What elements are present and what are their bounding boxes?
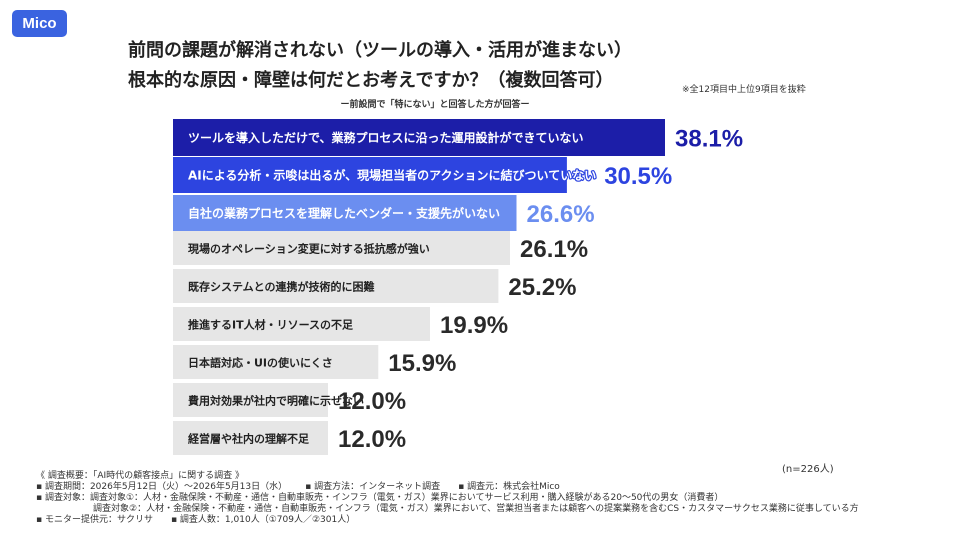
bar-label-6: 推進するIT人材・リソースの不足 xyxy=(188,318,354,332)
bar-2 xyxy=(173,157,567,193)
bar-4 xyxy=(173,231,510,265)
bar-3 xyxy=(173,195,517,231)
footer-survey-title: 《 調査概要：「AI時代の顧客接点」に関する調査 》 xyxy=(36,471,245,481)
value-label-7: 15.9% xyxy=(388,350,456,377)
value-label-8: 12.0% xyxy=(338,388,406,415)
footer-method: ▪ 調査方法：インターネット調査 xyxy=(305,482,441,492)
value-label-1: 38.1% xyxy=(675,126,743,153)
bar-9 xyxy=(173,421,328,455)
bar-7 xyxy=(173,345,379,379)
footer-period-row: ▪ 調査期間：2026年5月12日（火）〜2026年5月13日（水） ▪ 調査方法… xyxy=(36,482,859,493)
bar-8 xyxy=(173,383,328,417)
footer-provider: ▪ モニター提供元：サクリサ xyxy=(36,515,153,525)
value-label-6: 19.9% xyxy=(440,312,508,339)
bar-label-4: 現場のオペレーション変更に対する抵抗感が強い xyxy=(188,242,430,256)
footer-period: ▪ 調査期間：2026年5月12日（火）〜2026年5月13日（水） xyxy=(36,482,288,492)
mico-logo: Mico xyxy=(12,10,67,37)
sample-size: (n=226人) xyxy=(782,464,834,475)
value-label-4: 26.1% xyxy=(520,236,588,263)
footer-provider-row: ▪ モニター提供元：サクリサ ▪ 調査人数：1,010人（①709人／②301人） xyxy=(36,515,859,526)
bar-label-7: 日本語対応・UIの使いにくさ xyxy=(188,356,333,370)
bar-1 xyxy=(173,119,665,156)
value-label-9: 12.0% xyxy=(338,426,406,453)
survey-footer: 《 調査概要：「AI時代の顧客接点」に関する調査 》 ▪ 調査期間：2026年5… xyxy=(36,471,859,526)
bar-label-5: 既存システムとの連携が技術的に困難 xyxy=(188,280,375,294)
bar-label-2: AIによる分析・示唆は出るが、現場担当者のアクションに結びついていない xyxy=(188,168,596,183)
footer-organizer: ▪ 調査元：株式会社Mico xyxy=(458,482,560,492)
footer-target1: ▪ 調査対象：調査対象①：人材・金融保険・不動産・通信・自動車販売・インフラ（電… xyxy=(36,493,724,503)
value-label-3: 26.6% xyxy=(527,201,595,228)
footer-respondents: ▪ 調査人数：1,010人（①709人／②301人） xyxy=(170,515,356,525)
excerpt-note: ※全12項目中上位9項目を抜粋 xyxy=(682,85,806,95)
chart-subtitle: ー前設問で「特にない」と回答した方が回答ー xyxy=(340,100,530,110)
bar-label-9: 経営層や社内の理解不足 xyxy=(188,432,310,446)
footer-target2: 調査対象②：人材・金融保険・不動産・通信・自動車販売・インフラ（電気・ガス）業界… xyxy=(93,504,859,514)
chart-title-line2: 根本的な原因・障壁は何だとお考えですか？（複数回答可） xyxy=(128,70,614,91)
bar-label-1: ツールを導入しただけで、業務プロセスに沿った運用設計ができていない xyxy=(188,130,584,145)
value-label-2: 30.5% xyxy=(604,163,672,190)
chart-title-line1: 前問の課題が解消されない（ツールの導入・活用が進まない） xyxy=(128,40,632,61)
bar-label-3: 自社の業務プロセスを理解したベンダー・支援先がいない xyxy=(188,206,500,221)
bar-5 xyxy=(173,269,499,303)
bar-label-8: 費用対効果が社内で明確に示せない xyxy=(187,394,364,408)
bar-6 xyxy=(173,307,430,341)
value-label-5: 25.2% xyxy=(508,274,576,301)
